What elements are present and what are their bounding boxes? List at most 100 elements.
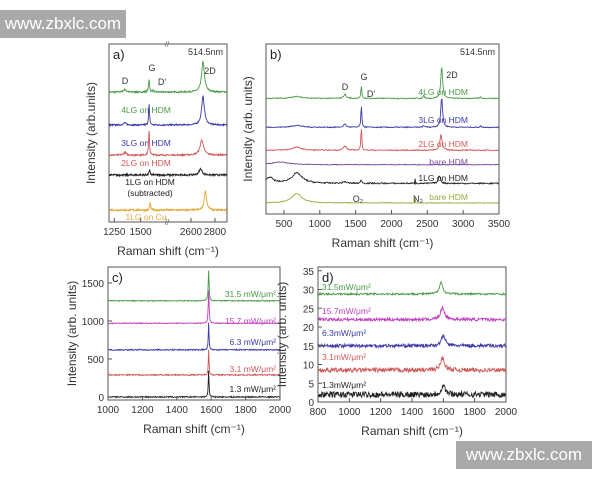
panel-c-xtick-label-4: 1800 (234, 405, 257, 416)
panel-c-xtick-label-2: 1400 (166, 405, 189, 416)
panel-b-series-label-1: 3LG on HDM (418, 115, 468, 125)
panel-b-xtick-label-2: 1500 (344, 219, 367, 230)
panel-a-plot-frame (108, 43, 228, 223)
panel-a-series-label-0: 4LG on HDM (121, 105, 171, 115)
panel-b-peak-label-4: O₂ (353, 194, 364, 204)
panel-b-plot-frame (265, 43, 500, 215)
panel-d-xtick-label-2: 1200 (370, 407, 393, 418)
panel-b-xtick-label-5: 3000 (452, 219, 475, 230)
panel-b-spectrum-1 (265, 98, 500, 129)
panel-b-series-label-5: bare HDM (429, 192, 468, 202)
panel-d-xtick-label-3: 1400 (401, 407, 424, 418)
panel-d-series-label-0: 31.5mW/μm² (322, 282, 371, 292)
panel-b-series-label-3: bare HDM (429, 157, 468, 167)
panel-c-series-label-3: 3.1 mW/μm² (230, 364, 277, 374)
panel-c-plot-frame (107, 266, 281, 401)
panel-b-xtick-label-1: 1000 (309, 219, 332, 230)
watermark-bottom: www.zbxlc.com (456, 441, 592, 469)
panel-b-spectrum-3 (265, 161, 500, 166)
panel-d-spectrum-4 (318, 384, 507, 399)
panel-a-series-sublabel-3: (subtracted) (127, 188, 173, 198)
panel-c-ytick-label-1: 500 (87, 355, 104, 366)
panel-b-peak-label-5: N₂ (413, 194, 423, 204)
panel-c-ytick-label-3: 1500 (82, 279, 105, 290)
panel-d-ytick-label-4: 20 (303, 323, 315, 334)
panel-d-panel-letter: d) (322, 270, 334, 285)
panel-c-spectrum-0 (107, 270, 281, 303)
panel-c-ytick-label-2: 1000 (82, 317, 105, 328)
panel-d-ytick-label-7: 35 (303, 267, 315, 278)
panel-d-xlabel: Raman shift (cm⁻¹) (361, 424, 463, 438)
panel-b-series-label-4: 1LG on HDM (418, 173, 468, 183)
panel-a-xtick-label-0: 1250 (103, 227, 126, 238)
panel-c-panel-letter: c) (112, 270, 123, 285)
panel-d-spectrum-0 (317, 280, 507, 297)
panel-d-series-label-2: 6.3mW/μm² (322, 328, 366, 338)
panel-b-series-label-2: 2LG on HDM (418, 139, 468, 149)
panel-d-xtick-label-1: 1000 (338, 407, 361, 418)
panel-c-spectrum-4 (107, 370, 281, 399)
panel-b-xlabel: Raman shift (cm⁻¹) (332, 236, 434, 250)
panel-c-spectrum-3 (107, 349, 281, 377)
panel-b-spectrum-2 (265, 129, 499, 152)
panel-c-xtick-label-3: 1600 (200, 405, 223, 416)
panel-d-ytick-label-5: 25 (303, 304, 315, 315)
panel-b-spectrum-5 (265, 193, 499, 204)
panel-d-ytick-label-6: 30 (303, 286, 315, 297)
panel-a-peak-label-0: D (122, 76, 129, 86)
panel-d-series-label-3: 3.1mW/μm² (322, 352, 366, 362)
panel-d-xtick-label-0: 800 (310, 407, 327, 418)
panel-a-spectrum-0 (108, 60, 228, 95)
panel-a-laser-label: 514.5nm (188, 47, 223, 57)
panel-b-peak-label-3: 2D (446, 70, 458, 80)
panel-d-ylabel: Intensity (arb. units) (275, 282, 289, 387)
panel-b-xtick-label-6: 3500 (488, 219, 511, 230)
panel-b-peak-label-2: D' (367, 89, 375, 99)
panel-b-spectrum-0 (265, 66, 500, 100)
panel-d-ytick-label-3: 15 (303, 342, 315, 353)
panel-a-peak-label-1: G (148, 63, 155, 73)
panel-a-series-label-1: 3LG on HDM (121, 138, 171, 148)
panel-b-ylabel: Intensity (arb. units) (241, 76, 255, 181)
panel-c-spectrum-2 (107, 322, 281, 352)
panel-a-xtick-label-3: 2800 (204, 227, 227, 238)
panel-c-series-label-2: 6.3 mW/μm² (230, 337, 277, 347)
panel-a-spectrum-1 (108, 94, 228, 128)
panel-d-ytick-label-0: 0 (308, 398, 314, 409)
panel-c-spectrum-1 (108, 290, 281, 325)
panel-a-ylabel: Intensity (arb.units) (84, 82, 98, 184)
panel-a-xtick-label-2: 2600 (180, 227, 203, 238)
panel-d-xtick-label-5: 1800 (464, 407, 487, 418)
panel-c-xtick-label-0: 1000 (97, 405, 120, 416)
panel-c-series-label-1: 15.7 mW/μm² (225, 316, 276, 326)
panel-a-peak-label-2: D' (158, 77, 166, 87)
panel-d-series-label-4: 1.3mW/μm² (322, 380, 366, 390)
panel-b-xtick-label-4: 2500 (416, 219, 439, 230)
panel-b-series-label-0: 4LG on HDM (418, 87, 468, 97)
panel-d-series-label-1: 15.7mW/μm² (322, 306, 371, 316)
panel-c-xtick-label-1: 1200 (131, 405, 154, 416)
panel-d-spectrum-3 (317, 355, 507, 374)
panel-c-xtick-label-5: 2000 (269, 405, 292, 416)
panel-c-ylabel: Intensity (arb. units) (65, 281, 79, 386)
panel-a-series-label-3: 1LG on HDM (125, 177, 175, 187)
panel-a-series-label-2: 2LG on HDM (121, 158, 171, 168)
panel-a-spectrum-4 (108, 190, 228, 213)
panel-c-series-label-0: 31.5 mW/μm² (225, 289, 276, 299)
panel-c-series-label-4: 1.3 mW/μm² (230, 384, 277, 394)
panel-a-xtick-label-1: 1500 (130, 227, 153, 238)
panel-b-laser-label: 514.5nm (460, 47, 495, 57)
panel-b-peak-label-0: D (342, 82, 349, 92)
panel-d-ytick-label-1: 5 (308, 379, 314, 390)
watermark-top: www.zbxlc.com (0, 10, 126, 38)
panel-a-spectrum-2 (108, 130, 228, 158)
panel-c-xlabel: Raman shift (cm⁻¹) (143, 422, 245, 436)
panel-d-xtick-label-4: 1600 (432, 407, 455, 418)
panel-a-xlabel: Raman shift (cm⁻¹) (117, 244, 219, 258)
panel-a-peak-label-3: 2D (204, 66, 216, 76)
panel-d-ytick-label-2: 10 (303, 361, 315, 372)
panel-d-spectrum-2 (317, 334, 507, 350)
panel-c-ytick-label-0: 0 (98, 393, 104, 404)
